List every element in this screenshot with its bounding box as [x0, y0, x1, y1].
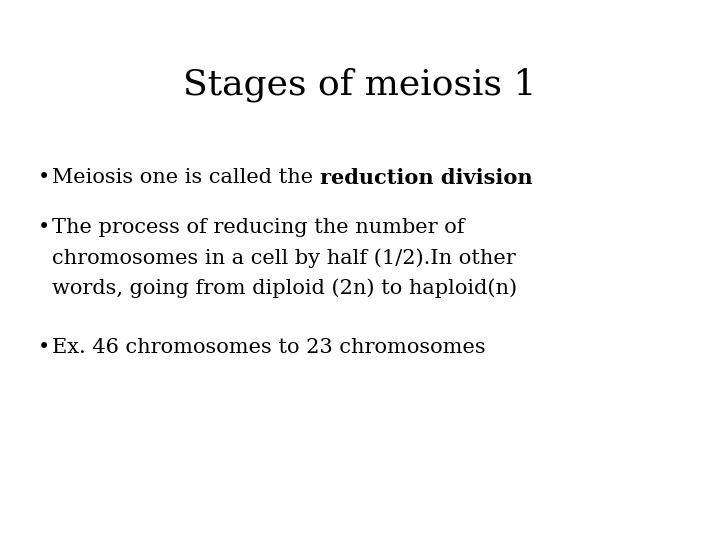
Text: The process of reducing the number of: The process of reducing the number of: [52, 218, 464, 237]
Text: chromosomes in a cell by half (1/2).In other: chromosomes in a cell by half (1/2).In o…: [52, 248, 516, 268]
Text: words, going from diploid (2n) to haploid(n): words, going from diploid (2n) to haploi…: [52, 278, 517, 298]
Text: Meiosis one is called the: Meiosis one is called the: [52, 168, 320, 187]
Text: •: •: [38, 338, 50, 357]
Text: •: •: [38, 218, 50, 237]
Text: Ex. 46 chromosomes to 23 chromosomes: Ex. 46 chromosomes to 23 chromosomes: [52, 338, 485, 357]
Text: reduction division: reduction division: [320, 168, 532, 188]
Text: Stages of meiosis 1: Stages of meiosis 1: [184, 68, 536, 103]
Text: •: •: [38, 168, 50, 187]
